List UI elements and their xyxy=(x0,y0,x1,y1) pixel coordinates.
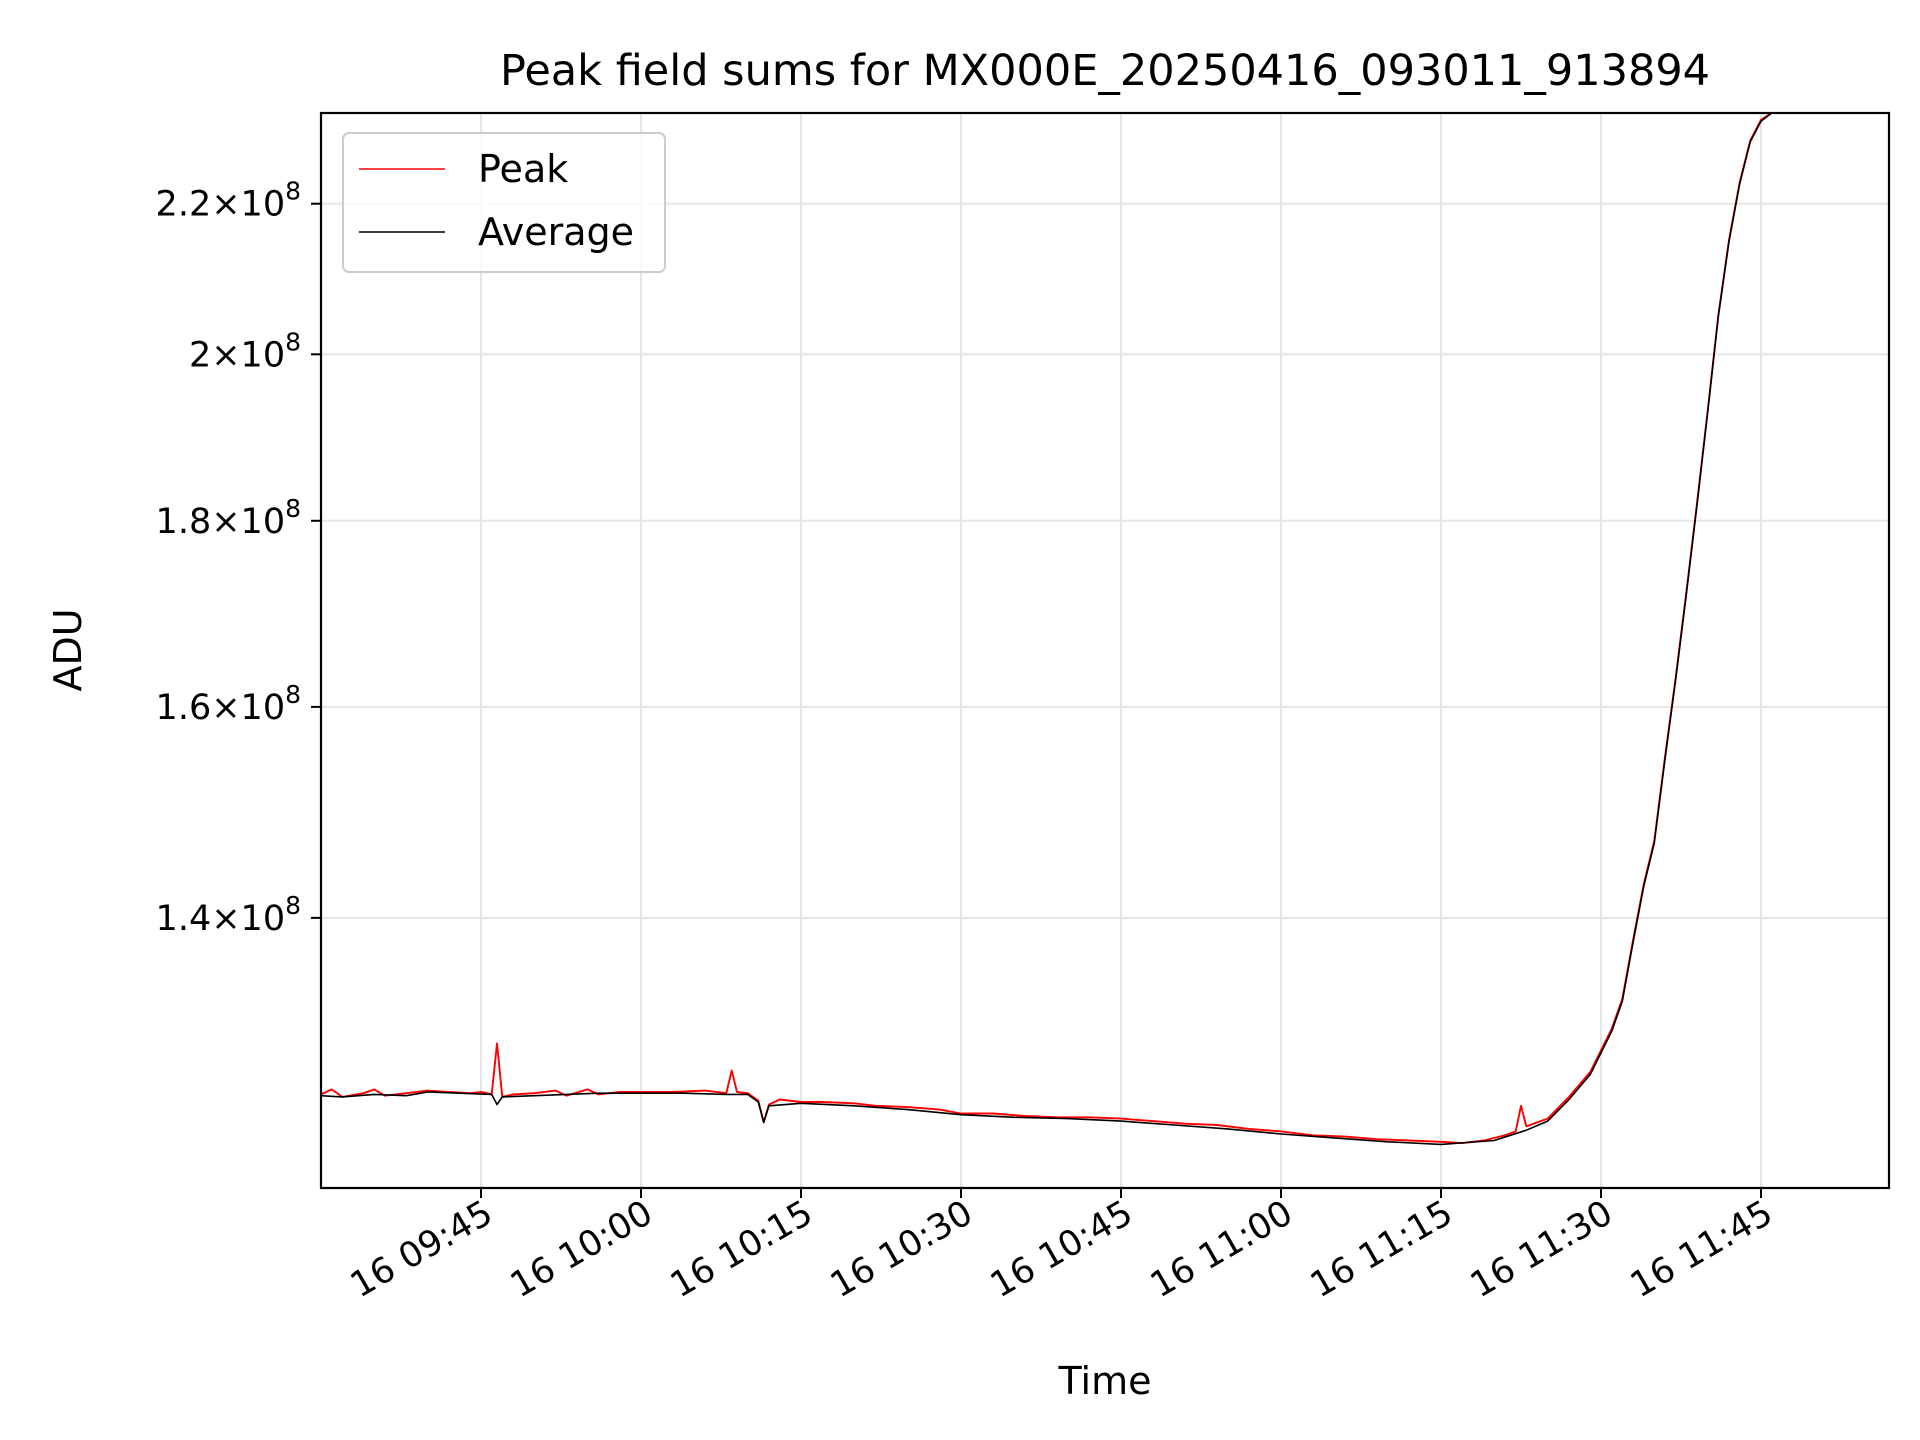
y-tick-label: 1.6×108 xyxy=(156,680,301,728)
series-line-average xyxy=(320,112,1773,1146)
y-axis: 1.4×108 1.6×108 1.8×108 2×108 2.2×108 xyxy=(156,177,321,939)
gridlines xyxy=(321,113,1889,1188)
legend-label-peak: Peak xyxy=(478,147,568,191)
x-axis-label: Time xyxy=(1058,1359,1152,1403)
y-axis-label: ADU xyxy=(46,608,90,691)
y-tick-label: 2×108 xyxy=(189,327,301,375)
legend-box xyxy=(342,132,666,273)
chart-title: Peak field sums for MX000E_20250416_0930… xyxy=(500,46,1710,96)
series-lines xyxy=(320,112,1773,1146)
y-tick-label: 1.8×108 xyxy=(156,494,301,542)
y-tick-label: 2.2×108 xyxy=(156,177,301,225)
plot-frame xyxy=(319,111,1891,1190)
legend: Peak Average xyxy=(342,132,666,273)
y-tick-label: 1.4×108 xyxy=(156,891,301,939)
legend-label-average: Average xyxy=(478,210,634,254)
